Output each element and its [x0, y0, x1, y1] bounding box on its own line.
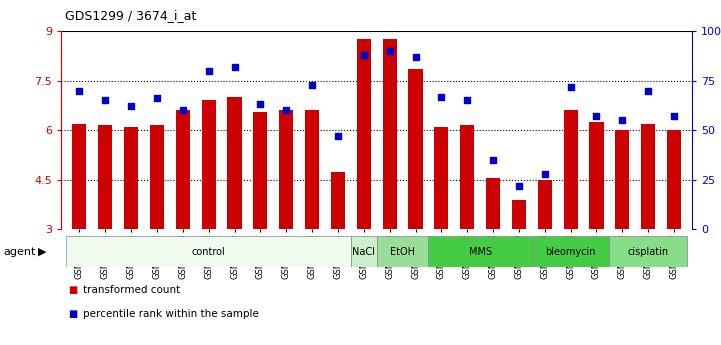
- Bar: [357, 39, 371, 229]
- Bar: [176, 110, 190, 229]
- Text: transformed count: transformed count: [83, 285, 180, 295]
- Bar: [305, 110, 319, 229]
- Point: [410, 54, 421, 60]
- Text: GDS1299 / 3674_i_at: GDS1299 / 3674_i_at: [65, 9, 196, 22]
- Point: [255, 102, 266, 107]
- Point: [151, 96, 163, 101]
- Point: [461, 98, 473, 103]
- Bar: [408, 69, 423, 229]
- Text: cisplatin: cisplatin: [628, 247, 669, 257]
- Point: [642, 88, 654, 93]
- Bar: [150, 125, 164, 229]
- Text: EtOH: EtOH: [390, 247, 415, 257]
- Point: [668, 114, 680, 119]
- Bar: [532, 236, 609, 267]
- Bar: [331, 171, 345, 229]
- Point: [565, 84, 576, 89]
- Bar: [377, 236, 428, 267]
- Text: ▶: ▶: [37, 247, 46, 257]
- Bar: [460, 125, 474, 229]
- Point: [125, 104, 137, 109]
- Bar: [434, 127, 448, 229]
- Text: NaCl: NaCl: [353, 247, 375, 257]
- Bar: [383, 39, 397, 229]
- Point: [384, 48, 395, 53]
- Point: [539, 171, 551, 177]
- Bar: [609, 236, 687, 267]
- Bar: [538, 180, 552, 229]
- Point: [332, 134, 344, 139]
- Bar: [227, 97, 242, 229]
- Text: agent: agent: [4, 247, 36, 257]
- Text: bleomycin: bleomycin: [545, 247, 596, 257]
- Text: percentile rank within the sample: percentile rank within the sample: [83, 309, 259, 319]
- Point: [203, 68, 214, 73]
- Bar: [512, 200, 526, 229]
- Bar: [351, 236, 377, 267]
- Bar: [641, 124, 655, 229]
- Text: ■: ■: [68, 309, 78, 319]
- Bar: [589, 122, 603, 229]
- Point: [435, 94, 447, 99]
- Point: [74, 88, 85, 93]
- Bar: [564, 110, 578, 229]
- Bar: [98, 125, 112, 229]
- Point: [590, 114, 602, 119]
- Bar: [279, 110, 293, 229]
- Bar: [615, 130, 629, 229]
- Point: [616, 118, 628, 123]
- Bar: [486, 178, 500, 229]
- Bar: [202, 100, 216, 229]
- Text: MMS: MMS: [469, 247, 492, 257]
- Point: [487, 157, 499, 163]
- Point: [229, 64, 240, 70]
- Bar: [72, 124, 87, 229]
- Bar: [428, 236, 532, 267]
- Point: [177, 108, 189, 113]
- Point: [99, 98, 111, 103]
- Bar: [253, 112, 267, 229]
- Text: control: control: [192, 247, 226, 257]
- Point: [306, 82, 318, 87]
- Bar: [667, 130, 681, 229]
- Point: [358, 52, 370, 58]
- Point: [513, 183, 525, 188]
- Bar: [66, 236, 351, 267]
- Text: ■: ■: [68, 285, 78, 295]
- Bar: [124, 127, 138, 229]
- Point: [280, 108, 292, 113]
